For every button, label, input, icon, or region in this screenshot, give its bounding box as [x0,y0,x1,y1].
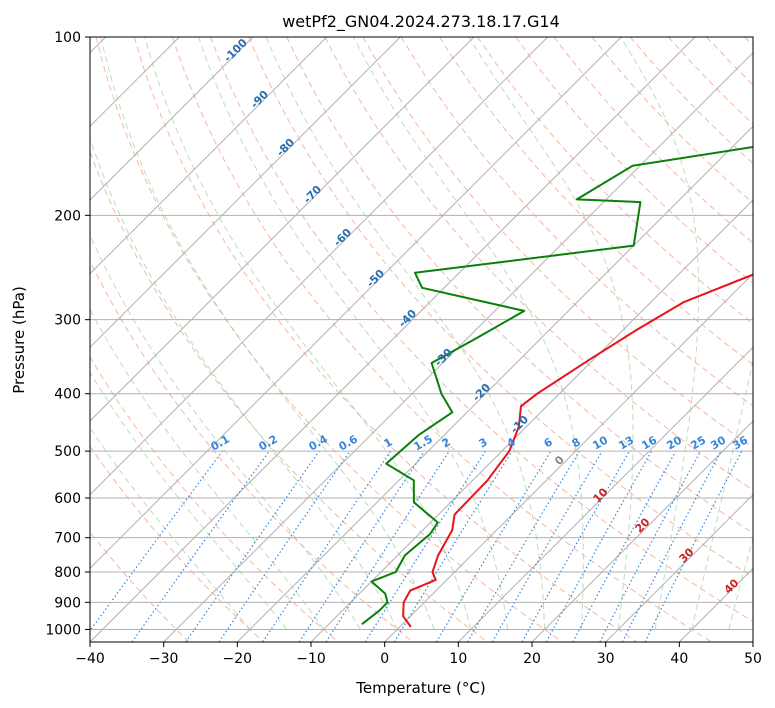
isotherm-line [605,493,753,642]
plot-frame [89,36,754,643]
x-tick-label: 0 [380,651,389,667]
mixing-ratio-line [131,450,270,642]
y-tick-label: 1000 [45,622,81,638]
y-tick-label: 100 [54,30,81,46]
moist-adiabat [90,426,251,630]
dry-adiabat [133,37,638,642]
temperature-line [402,273,753,628]
isotherm-line [90,37,696,642]
y-tick-label: 900 [54,595,81,611]
y-tick-label: 300 [54,313,81,329]
y-tick-label: 400 [54,387,81,403]
mixing-ratio-line [90,450,223,632]
isotherm-line [90,37,254,201]
x-tick-label: −40 [75,651,105,667]
isotherm-line [236,125,753,642]
y-axis-label: Pressure (hPa) [10,286,28,394]
mixing-ratio-line [218,450,351,642]
moist-adiabat [468,37,634,630]
isotherm-line [90,37,622,570]
isotherm-line [531,420,753,642]
pressure-gridlines [90,37,753,630]
moist-adiabat [90,136,398,630]
isotherm-line [752,641,753,642]
isotherm-line [90,37,328,275]
isotherm-line [384,272,753,642]
dry-adiabat [248,37,753,578]
mixing-ratio-line [325,450,450,642]
dry-adiabat [324,37,753,491]
isotherm-line [90,37,401,349]
x-tick-label: 30 [597,651,615,667]
moist-adiabat [620,37,700,630]
x-axis: −40 −30 −20 −10 0 10 20 30 40 50 [75,642,762,667]
mixing-ratio-line [298,450,425,642]
moist-adiabat [691,358,753,630]
x-tick-label: −20 [223,651,253,667]
x-tick-label: 50 [744,651,762,667]
dewpoint-line [361,145,753,625]
x-tick-label: 10 [449,651,467,667]
moist-adiabat [198,37,509,630]
isotherm-line [90,37,475,422]
y-tick-label: 500 [54,444,81,460]
y-tick-label: 700 [54,531,81,547]
x-tick-label: −10 [296,651,326,667]
moist-adiabat [90,233,361,630]
moist-adiabat [728,536,753,630]
moist-adiabat [90,308,324,630]
y-tick-label: 800 [54,565,81,581]
moist-adiabat [90,371,288,630]
moist-adiabat [265,37,546,630]
dry-adiabat [210,37,753,623]
moist-adiabat [353,37,584,630]
dry-adiabat [90,445,264,642]
plot-background [90,37,753,642]
mixing-ratio-line [521,450,631,642]
moist-adiabat [144,37,472,630]
chart-title: wetPf2_GN04.2024.273.18.17.G14 [282,12,560,32]
isotherm-line [163,51,753,642]
dry-adiabat [90,150,488,642]
background-lines [90,37,753,642]
x-tick-label: 40 [670,651,688,667]
mixing-ratio-line [185,450,320,642]
dry-adiabat [95,37,563,642]
dry-adiabat [90,356,339,642]
y-tick-label: 200 [54,208,81,224]
y-axis: 100 200 300 400 500 600 700 800 900 1000 [45,30,90,638]
mixing-ratio-line [545,450,653,642]
isotherm-line [310,199,753,642]
mixing-ratio-line [393,450,513,642]
x-axis-label: Temperature (°C) [355,679,485,697]
mixing-ratio-line [644,450,743,642]
y-tick-label: 600 [54,491,81,507]
x-tick-label: 20 [523,651,541,667]
isotherm-line [457,346,753,642]
profile-series [361,145,753,628]
x-tick-label: −30 [149,651,179,667]
mixing-ratio-line [262,450,392,642]
mixing-ratio-line [572,450,677,642]
isotherm-line [90,37,549,496]
dry-adiabat [477,37,753,325]
dry-adiabat [438,37,753,366]
